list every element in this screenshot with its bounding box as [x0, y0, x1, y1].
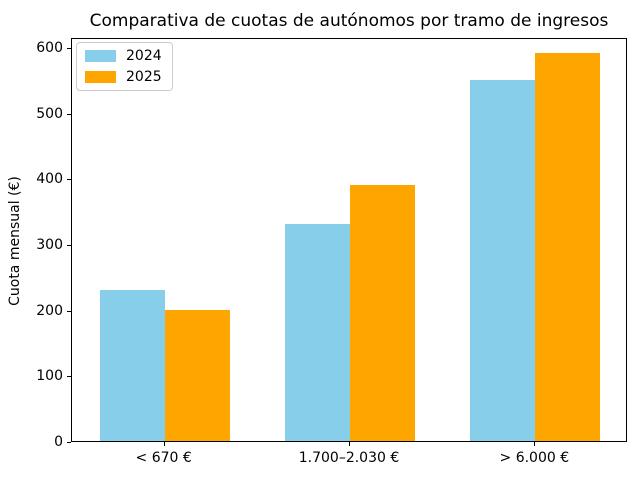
x-tick-label: < 670 €	[135, 450, 192, 466]
bar-2024-group3	[470, 79, 536, 441]
y-tick-label: 100	[36, 368, 63, 385]
y-tick-label: 200	[36, 302, 63, 319]
y-tick-label: 500	[36, 105, 63, 122]
legend: 2024 2025	[76, 42, 173, 91]
y-tick-label: 600	[36, 39, 63, 56]
y-tick-mark	[67, 244, 71, 246]
legend-item-2025: 2025	[85, 70, 162, 84]
bar-2025-group1	[164, 309, 230, 441]
y-tick-mark	[67, 310, 71, 312]
bar-2024-group1	[99, 289, 165, 441]
x-tick-mark	[349, 442, 350, 446]
legend-item-2024: 2024	[85, 49, 162, 63]
legend-swatch-icon	[85, 71, 116, 83]
y-tick-label: 0	[54, 434, 63, 450]
y-tick-mark	[67, 113, 71, 115]
bar-2025-group3	[535, 53, 601, 441]
x-tick-label: 1.700–2.030 €	[298, 450, 400, 466]
legend-label: 2024	[126, 48, 162, 64]
y-tick-label: 300	[36, 236, 63, 253]
y-tick-label: 400	[36, 171, 63, 188]
y-tick-mark	[67, 442, 71, 443]
plot-area: 2024 2025	[71, 38, 627, 442]
y-axis-label: Cuota mensual (€)	[7, 176, 23, 306]
x-tick-mark	[534, 442, 536, 446]
legend-swatch-icon	[85, 50, 116, 62]
x-tick-label: > 6.000 €	[499, 450, 570, 466]
bar-2025-group2	[350, 184, 415, 441]
bar-2024-group2	[285, 224, 350, 441]
y-tick-mark	[67, 47, 71, 49]
chart-title: Comparativa de cuotas de autónomos por t…	[89, 11, 609, 31]
y-tick-mark	[67, 179, 71, 181]
y-tick-mark	[67, 376, 71, 378]
legend-label: 2025	[126, 69, 162, 85]
x-tick-mark	[163, 442, 165, 446]
